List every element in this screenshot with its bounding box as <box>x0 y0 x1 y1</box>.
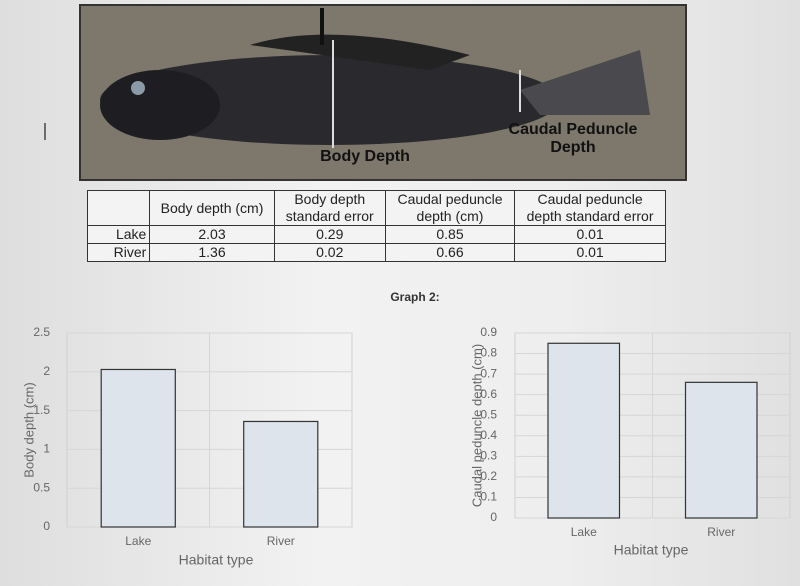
table-cell: River <box>86 243 151 262</box>
table-header: Body depth (cm) Body depth standard error… <box>86 190 666 226</box>
table-cell: Lake <box>86 225 151 244</box>
y-tick-label: 1.5 <box>33 403 50 417</box>
y-tick-label: 0.4 <box>480 428 497 442</box>
x-axis-title: Habitat type <box>179 552 254 568</box>
y-tick-label: 0 <box>43 519 50 533</box>
table-row: River 1.36 0.02 0.66 0.01 <box>86 243 666 262</box>
table-row: Lake 2.03 0.29 0.85 0.01 <box>86 225 666 244</box>
graph-label: Graph 2: <box>390 290 439 304</box>
table-cell: 0.85 <box>384 225 516 244</box>
x-tick-label: River <box>267 534 295 548</box>
y-tick-label: 0.8 <box>480 346 497 360</box>
y-axis-title: Caudal peduncle depth (cm) <box>469 344 484 507</box>
table-cell: 0.01 <box>514 243 666 262</box>
table-cell: Body depth (cm) <box>149 190 275 226</box>
data-table: Body depth (cm) Body depth standard error… <box>86 190 666 262</box>
y-tick-label: 0.2 <box>480 469 497 483</box>
y-tick-label: 0 <box>490 510 497 524</box>
table-cell: 0.01 <box>514 225 666 244</box>
fish-photo: Body Depth Caudal Peduncle Depth <box>79 4 687 181</box>
bar <box>100 368 176 528</box>
table-cell: Caudal peduncle depth (cm) <box>384 190 516 226</box>
table-cell: 0.29 <box>273 225 386 244</box>
x-axis-title: Habitat type <box>614 542 689 558</box>
x-tick-label: River <box>707 525 735 539</box>
y-axis-title: Body depth (cm) <box>21 382 36 477</box>
y-tick-label: 0.6 <box>480 387 497 401</box>
table-cell: 1.36 <box>149 243 275 262</box>
y-tick-label: 0.9 <box>480 325 497 339</box>
y-tick-label: 0.3 <box>480 449 497 463</box>
bar <box>684 381 758 519</box>
bar <box>547 342 621 519</box>
table-cell: 0.66 <box>384 243 516 262</box>
y-tick-label: 0.1 <box>480 490 497 504</box>
x-tick-label: Lake <box>571 525 597 539</box>
table-cell: Body depth standard error <box>273 190 386 226</box>
body-depth-label: Body Depth <box>320 148 410 165</box>
caudal-label: Depth <box>550 139 595 156</box>
y-tick-label: 2 <box>43 364 50 378</box>
y-tick-label: 0.5 <box>33 480 50 494</box>
table-cell: Caudal peduncle depth standard error <box>514 190 666 226</box>
y-tick-label: 0.5 <box>480 407 497 421</box>
caudal-label: Caudal Peduncle <box>509 121 638 138</box>
table-cell: 0.02 <box>273 243 386 262</box>
table-cell: 2.03 <box>149 225 275 244</box>
x-tick-label: Lake <box>125 534 151 548</box>
table-cell <box>86 190 151 226</box>
y-tick-label: 2.5 <box>33 325 50 339</box>
y-tick-label: 1 <box>43 442 50 456</box>
bar <box>243 420 319 528</box>
y-tick-label: 0.7 <box>480 366 497 380</box>
